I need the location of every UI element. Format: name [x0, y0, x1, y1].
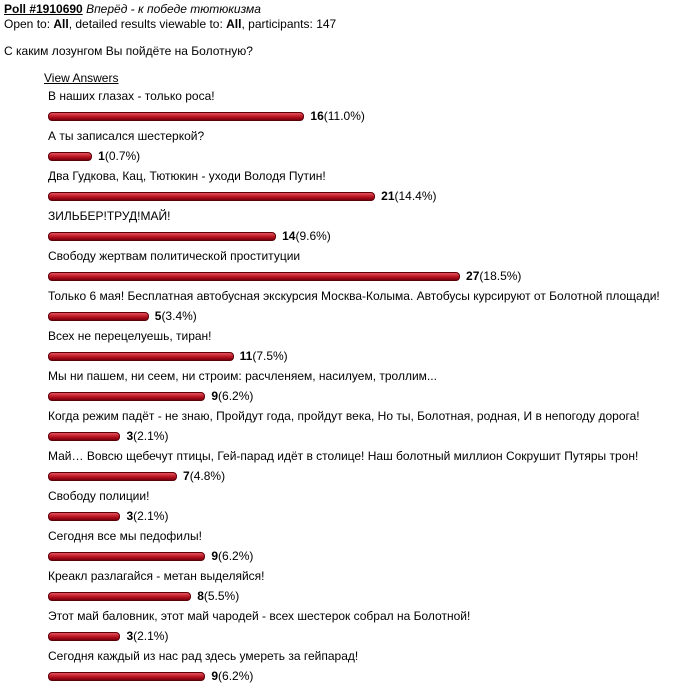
result-bar	[48, 231, 277, 241]
value: All	[53, 17, 69, 31]
question: С каким лозунгом Вы пойдёте на Болотную?	[4, 44, 253, 58]
answer-text: Свободу полиции!	[48, 489, 150, 503]
count: 5	[154, 309, 162, 323]
label: , detailed results viewable to:	[68, 17, 227, 31]
answer-text: ЗИЛЬБЕР!ТРУД!МАЙ!	[48, 209, 171, 223]
percent: (14.4%)	[394, 189, 437, 203]
count: 11	[239, 349, 253, 363]
result-row: 9 (6.2%)	[48, 669, 253, 683]
percent: (2.1%)	[133, 629, 169, 643]
label: Open to:	[4, 17, 54, 31]
view-answers[interactable]: View Answers	[44, 71, 119, 85]
answer-text: В наших глазах - только роса!	[48, 89, 215, 103]
result-row: 21 (14.4%)	[48, 189, 437, 203]
result-row: 7 (4.8%)	[48, 469, 225, 483]
result-row: 27 (18.5%)	[48, 269, 521, 283]
count: 27	[466, 269, 480, 283]
answer-text: Сегодня каждый из нас рад здесь умереть …	[48, 649, 359, 663]
result-bar	[48, 191, 376, 201]
count: 8	[197, 589, 204, 603]
result-bar	[48, 391, 206, 401]
result-bar	[48, 471, 178, 481]
percent: (2.1%)	[133, 509, 169, 523]
result-bar	[48, 351, 234, 361]
result-bar	[48, 671, 206, 681]
answer-text: Когда режим падёт - не знаю, Пройдут год…	[48, 409, 640, 423]
percent: (6.2%)	[218, 669, 254, 683]
answer-text: Мы ни пашем, ни сеем, ни строим: расчлен…	[48, 369, 437, 383]
count: 16	[310, 109, 324, 123]
count: 14	[282, 229, 296, 243]
value: All	[226, 17, 242, 31]
count: 1	[98, 149, 105, 163]
answer-text: Свободу жертвам политической проституции	[48, 249, 301, 263]
result-row: 11 (7.5%)	[48, 349, 288, 363]
answer-text: Только 6 мая! Бесплатная автобусная экск…	[48, 289, 660, 303]
result-row: 14 (9.6%)	[48, 229, 331, 243]
count: 3	[126, 629, 134, 643]
label: , participants:	[241, 17, 317, 31]
poll-access: Open to: All, detailed results viewable …	[4, 17, 336, 31]
count: 9	[211, 549, 219, 563]
percent: (9.6%)	[295, 229, 331, 243]
answer-text: Два Гудкова, Кац, Тютюкин - уходи Володя…	[48, 169, 326, 183]
result-bar	[48, 151, 93, 161]
percent: (4.8%)	[189, 469, 226, 483]
answer-text: Этот май баловник, этот май чародей - вс…	[48, 609, 471, 623]
poll-title: Вперёд - к победе тютюкизма	[86, 2, 261, 16]
result-row: 3 (2.1%)	[48, 509, 168, 523]
result-row: 5 (3.4%)	[48, 309, 197, 323]
result-bar	[48, 511, 121, 521]
count: 9	[211, 669, 219, 683]
poll-header: Poll #1910690 Вперёд - к победе тютюкизм…	[4, 2, 261, 16]
participants: 147	[316, 17, 337, 31]
percent: (3.4%)	[161, 309, 197, 323]
result-row: 9 (6.2%)	[48, 389, 253, 403]
view-answers-wrap: View Answers	[44, 71, 118, 85]
result-row: 1 (0.7%)	[48, 149, 140, 163]
result-row: 9 (6.2%)	[48, 549, 253, 563]
count: 9	[211, 389, 219, 403]
result-row: 3 (2.1%)	[48, 429, 168, 443]
answer-text: Май… Вовсю щебечут птицы, Гей-парад идёт…	[48, 449, 639, 463]
result-bar	[48, 311, 149, 321]
percent: (6.2%)	[218, 549, 254, 563]
percent: (2.1%)	[133, 429, 169, 443]
result-row: 8 (5.5%)	[48, 589, 239, 603]
result-bar	[48, 431, 121, 441]
percent: (7.5%)	[252, 349, 288, 363]
count: 3	[126, 509, 134, 523]
result-row: 3 (2.1%)	[48, 629, 168, 643]
percent: (6.2%)	[218, 389, 254, 403]
percent: (11.0%)	[323, 109, 365, 123]
answer-text: Сегодня все мы педофилы!	[48, 529, 202, 543]
answer-text: Всех не перецелуешь, тиран!	[48, 329, 212, 343]
answer-text: Креакл разлагайся - метан выделяйся!	[48, 569, 265, 583]
percent: (5.5%)	[203, 589, 240, 603]
result-bar	[48, 591, 192, 601]
result-row: 16 (11.0%)	[48, 109, 365, 123]
percent: (18.5%)	[479, 269, 522, 283]
count: 21	[381, 189, 395, 203]
result-bar	[48, 111, 305, 121]
result-bar	[48, 631, 121, 641]
percent: (0.7%)	[104, 149, 141, 163]
answer-text: А ты записался шестеркой?	[48, 129, 205, 143]
result-bar	[48, 551, 206, 561]
count: 7	[183, 469, 190, 483]
poll-link[interactable]: Poll #1910690	[4, 2, 83, 16]
result-bar	[48, 271, 461, 281]
count: 3	[126, 429, 134, 443]
